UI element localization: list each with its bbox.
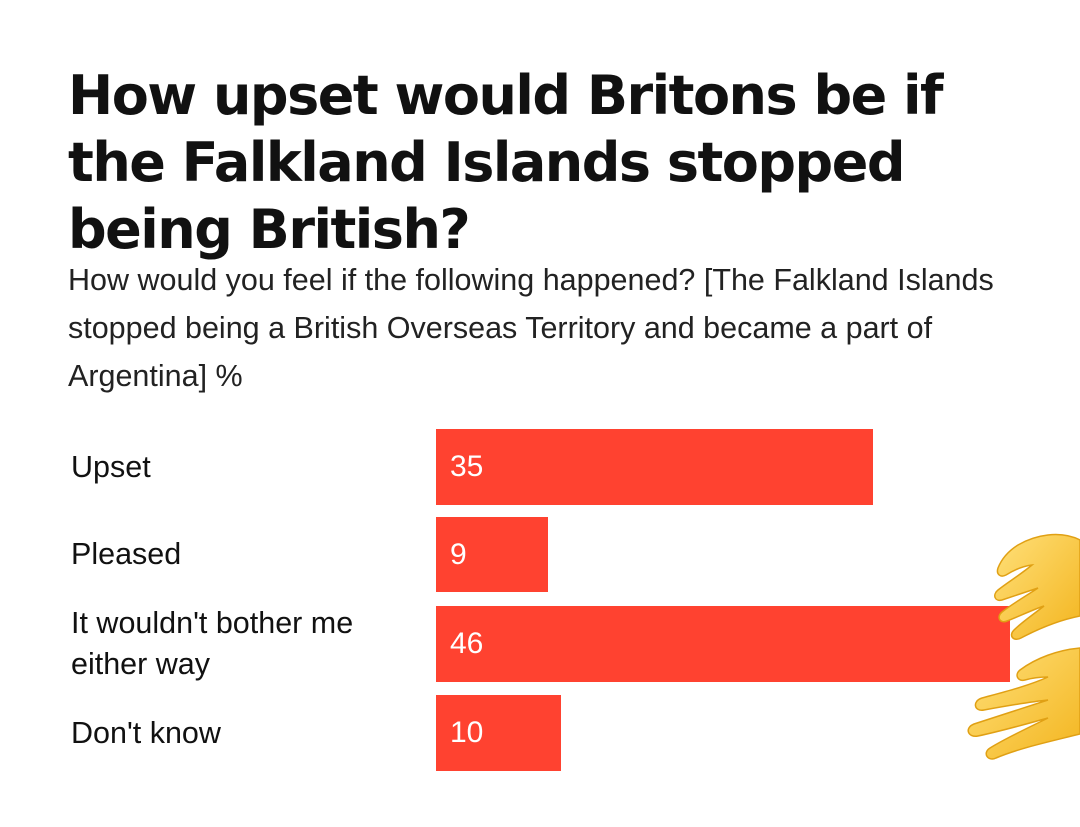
chart-title: How upset would Britons be if the Falkla… — [68, 64, 944, 262]
chart-subtitle: How would you feel if the following happ… — [68, 263, 994, 393]
raised-hands-emoji-icon — [967, 533, 1080, 760]
bar: 35 — [436, 429, 873, 505]
bar-value-label: 35 — [450, 450, 484, 483]
category-label: Don't know — [71, 715, 221, 750]
category-label: Upset — [71, 449, 151, 484]
category-label: Pleased — [71, 537, 182, 571]
bar-value-label: 9 — [450, 537, 467, 571]
category-label: It wouldn't bother me either way — [71, 606, 354, 681]
bar: 10 — [436, 695, 561, 771]
bar: 9 — [436, 517, 548, 592]
bar-value-label: 10 — [450, 716, 484, 749]
bar: 46 — [436, 606, 1010, 682]
bar-value-label: 46 — [450, 627, 484, 660]
